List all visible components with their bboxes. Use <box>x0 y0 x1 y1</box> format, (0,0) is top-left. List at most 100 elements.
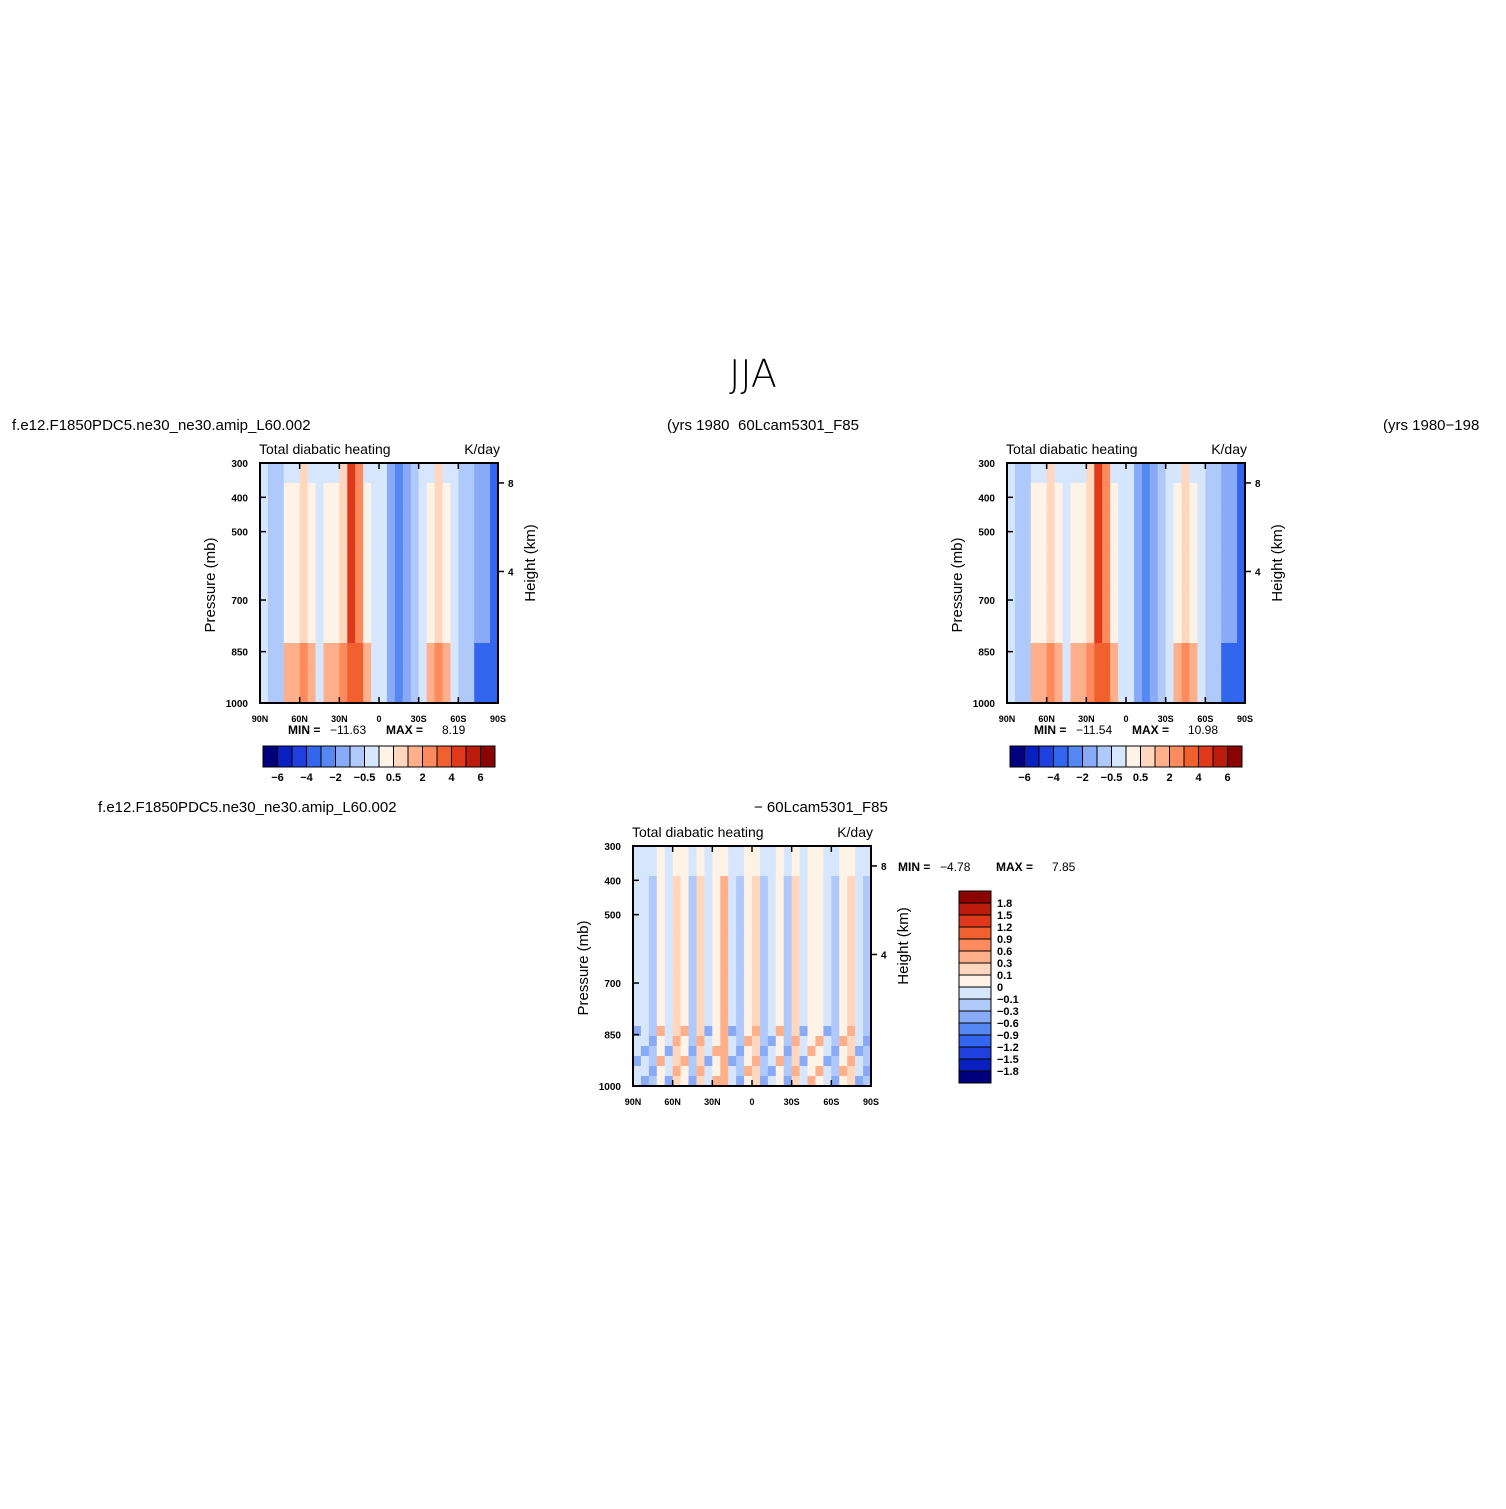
contour-cell-p2 <box>799 916 809 927</box>
contour-cell-p0 <box>418 673 428 684</box>
contour-cell-p0 <box>299 573 309 584</box>
contour-cell-p2 <box>704 856 713 867</box>
contour-cell-p2 <box>633 886 642 897</box>
contour-cell-p1 <box>1014 623 1024 634</box>
contour-cell-p2 <box>783 1076 793 1087</box>
colorbar-box <box>291 745 307 768</box>
contour-cell-p1 <box>1237 493 1246 504</box>
contour-cell-p1 <box>1133 473 1143 484</box>
contour-cell-p2 <box>783 856 793 867</box>
contour-cell-p2 <box>752 896 761 907</box>
contour-cell-p2 <box>696 1076 705 1087</box>
contour-cell-p1 <box>1237 473 1246 484</box>
contour-cell-p1 <box>1094 603 1103 614</box>
contour-cell-p0 <box>418 493 428 504</box>
contour-cell-p2 <box>752 856 761 867</box>
contour-cell-p0 <box>394 483 404 494</box>
contour-cell-p1 <box>1102 643 1111 654</box>
contour-cell-p1 <box>1237 653 1246 664</box>
contour-cell-p1 <box>1197 513 1206 524</box>
contour-cell-p0 <box>394 593 404 604</box>
contour-cell-p2 <box>640 986 650 997</box>
contour-cell-p1 <box>1102 573 1111 584</box>
y-axis-label: Pressure (mb) <box>202 537 219 632</box>
contour-cell-p2 <box>720 926 729 937</box>
contour-cell-p0 <box>434 493 444 504</box>
contour-cell-p0 <box>410 463 420 474</box>
contour-cell-p0 <box>442 623 451 634</box>
contour-cell-p2 <box>752 866 761 877</box>
contour-cell-p1 <box>1165 523 1175 534</box>
contour-cell-p0 <box>402 593 412 604</box>
contour-cell-p0 <box>331 463 340 474</box>
contour-cell-p1 <box>1038 503 1048 514</box>
contour-cell-p2 <box>847 996 856 1007</box>
contour-cell-p2 <box>791 876 801 887</box>
contour-cell-p1 <box>1173 613 1183 624</box>
contour-cell-p2 <box>736 856 745 867</box>
contour-cell-p2 <box>680 876 690 887</box>
contour-cell-p2 <box>759 986 769 997</box>
contour-cell-p0 <box>434 553 444 564</box>
contour-cell-p1 <box>1030 683 1040 694</box>
contour-cell-p1 <box>1007 623 1016 634</box>
contour-cell-p2 <box>807 916 817 927</box>
contour-cell-p0 <box>402 683 412 694</box>
contour-cell-p2 <box>712 876 721 887</box>
contour-cell-p1 <box>1030 513 1040 524</box>
contour-cell-p2 <box>648 1066 658 1077</box>
contour-cell-p0 <box>394 623 404 634</box>
contour-cell-p1 <box>1070 653 1079 664</box>
contour-cell-p1 <box>1054 623 1064 634</box>
contour-cell-p1 <box>1165 593 1175 604</box>
contour-cell-p0 <box>355 473 364 484</box>
contour-cell-p1 <box>1102 583 1111 594</box>
contour-cell-p0 <box>482 623 491 634</box>
contour-cell-p2 <box>688 1006 698 1017</box>
contour-cell-p2 <box>728 1066 737 1077</box>
contour-cell-p1 <box>1213 633 1222 644</box>
contour-cell-p2 <box>847 976 856 987</box>
contour-cell-p0 <box>490 673 499 684</box>
contour-cell-p2 <box>704 1066 713 1077</box>
contour-cell-p2 <box>664 1036 674 1047</box>
contour-cell-p2 <box>783 906 793 917</box>
contour-cell-p0 <box>482 563 491 574</box>
contour-cell-p2 <box>815 896 824 907</box>
contour-cell-p2 <box>839 896 848 907</box>
contour-cell-p0 <box>299 463 309 474</box>
contour-cell-p1 <box>1229 683 1238 694</box>
contour-cell-p2 <box>633 956 642 967</box>
contour-cell-p0 <box>339 653 348 664</box>
contour-cell-p2 <box>648 1056 658 1067</box>
contour-cell-p2 <box>704 1006 713 1017</box>
contour-cell-p0 <box>379 463 388 474</box>
contour-cell-p1 <box>1062 513 1072 524</box>
contour-cell-p2 <box>680 886 690 897</box>
y-axis-label: Pressure (mb) <box>575 920 592 1015</box>
contour-cell-p0 <box>418 553 428 564</box>
contour-cell-p2 <box>640 1076 650 1087</box>
contour-cell-p1 <box>1189 603 1198 614</box>
contour-cell-p2 <box>783 966 793 977</box>
contour-cell-p1 <box>1030 473 1040 484</box>
contour-cell-p1 <box>1086 533 1095 544</box>
contour-cell-p1 <box>1054 523 1064 534</box>
contour-cell-p1 <box>1229 603 1238 614</box>
contour-cell-p1 <box>1022 493 1032 504</box>
contour-cell-p1 <box>1070 613 1079 624</box>
contour-cell-p1 <box>1189 693 1198 704</box>
contour-cell-p1 <box>1014 633 1024 644</box>
contour-cell-p1 <box>1149 673 1159 684</box>
contour-cell-p1 <box>1118 593 1127 604</box>
contour-cell-p0 <box>260 633 269 644</box>
contour-cell-p1 <box>1173 483 1183 494</box>
contour-cell-p1 <box>1014 563 1024 574</box>
contour-cell-p1 <box>1118 643 1127 654</box>
contour-cell-p1 <box>1221 673 1230 684</box>
contour-cell-p0 <box>331 543 340 554</box>
contour-cell-p0 <box>315 613 325 624</box>
contour-cell-p2 <box>648 986 658 997</box>
contour-cell-p2 <box>696 1026 705 1037</box>
contour-cell-p2 <box>759 866 769 877</box>
